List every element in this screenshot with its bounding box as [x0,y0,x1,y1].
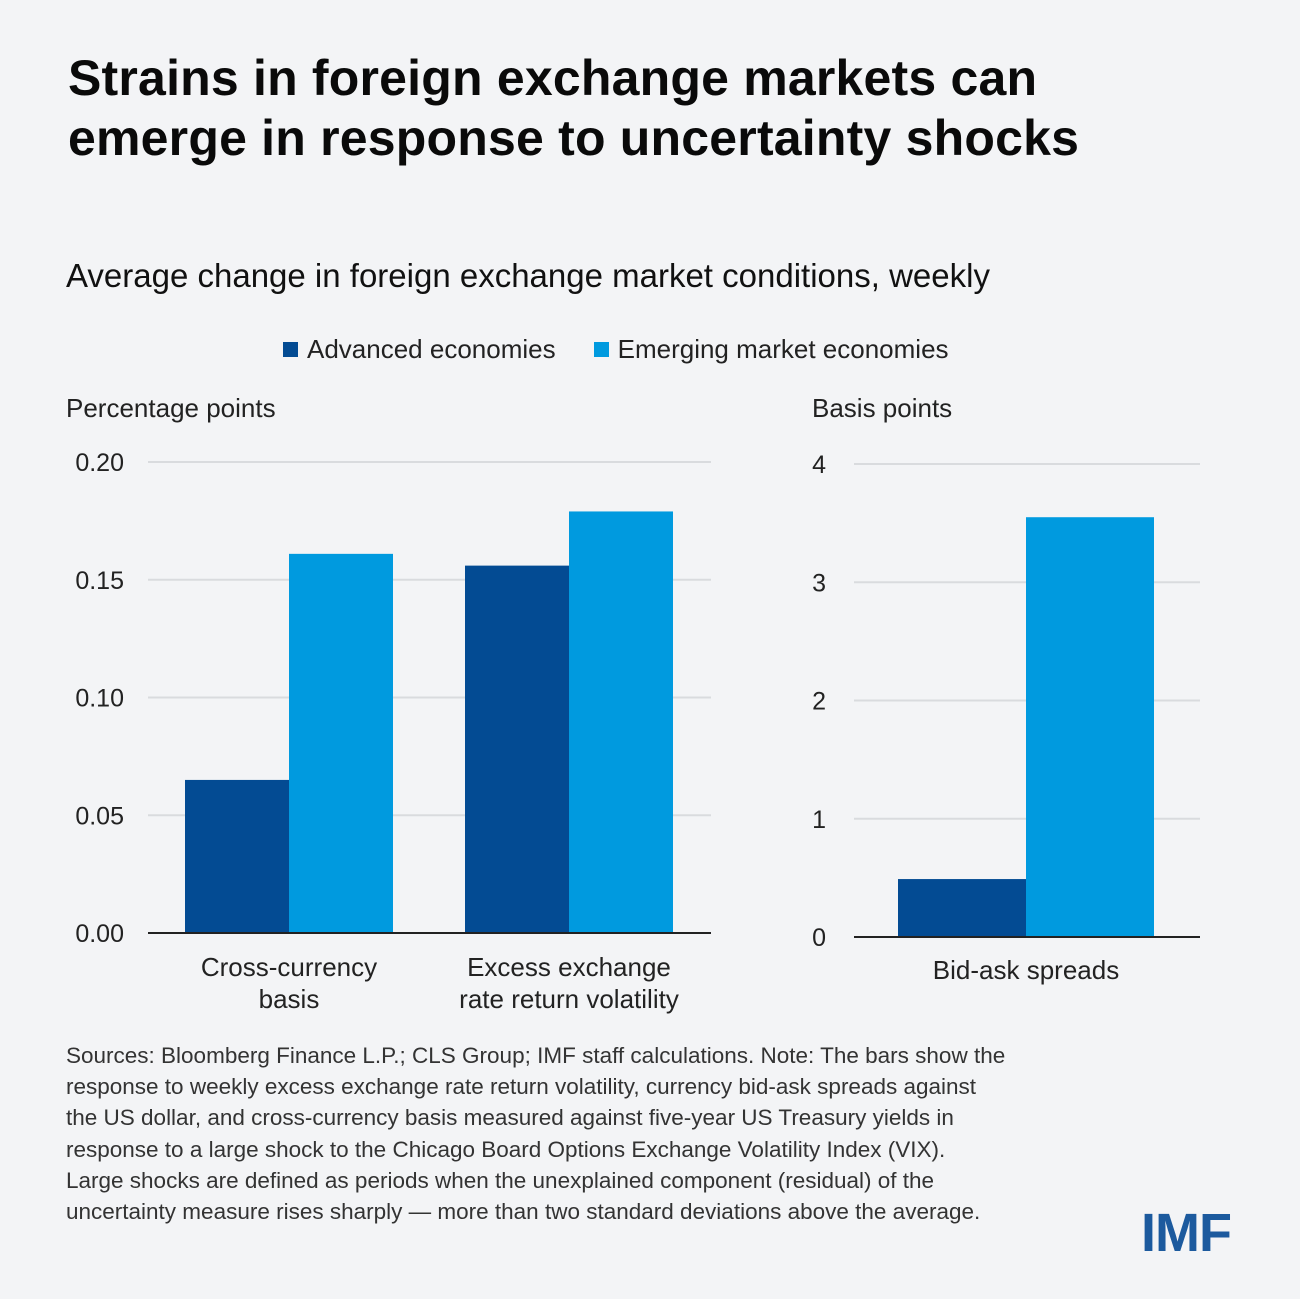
y-tick-label: 0.15 [75,567,124,595]
bar-advanced [898,879,1026,937]
legend: Advanced economies Emerging market econo… [283,333,987,365]
note-line: response to a large shock to the Chicago… [66,1136,946,1162]
bar-advanced [185,779,289,933]
note-line: the US dollar, and cross-currency basis … [66,1105,954,1131]
category-label: basis [259,984,320,1014]
y-tick-label: 3 [812,569,826,597]
bar-emerging [1026,517,1154,937]
y-tick-label: 0.00 [75,920,124,948]
bar-emerging [289,553,393,933]
title-line-1: Strains in foreign exchange markets can [68,50,1038,106]
chart-title: Strains in foreign exchange markets can … [68,48,1248,168]
source-note: Sources: Bloomberg Finance L.P.; CLS Gro… [66,1040,1066,1227]
note-line: uncertainty measure rises sharply — more… [66,1199,981,1225]
y-tick-label: 4 [812,451,826,479]
note-line: Sources: Bloomberg Finance L.P.; CLS Gro… [66,1043,1006,1068]
bar-advanced [465,565,569,933]
legend-label-emerging: Emerging market economies [617,333,949,364]
legend-label-advanced: Advanced economies [307,333,556,364]
imf-logo: IMF [1141,1203,1232,1263]
legend-item-advanced: Advanced economies [283,334,556,365]
category-label: Bid-ask spreads [933,955,1119,985]
y-tick-label: 0.20 [75,449,124,477]
legend-item-emerging: Emerging market economies [593,333,949,365]
category-label: Cross-currency [201,952,377,982]
chart-subtitle: Average change in foreign exchange marke… [66,257,990,294]
note-line: response to weekly excess exchange rate … [66,1074,977,1100]
y-tick-label: 0.05 [75,802,124,830]
y-tick-label: 1 [812,806,826,834]
y-tick-label: 2 [812,688,826,716]
y-tick-label: 0.10 [75,685,124,713]
legend-swatch-advanced [283,341,298,357]
left-y-axis-unit: Percentage points [66,393,276,423]
right-y-axis-unit: Basis points [812,393,953,423]
bar-emerging [569,511,673,933]
category-label: Excess exchange [467,952,671,982]
legend-swatch-emerging [593,341,609,357]
note-line: Large shocks are defined as periods when… [66,1167,935,1193]
category-label: rate return volatility [459,984,679,1014]
title-line-2: emerge in response to uncertainty shocks [68,110,1080,166]
y-tick-label: 0 [812,924,826,952]
